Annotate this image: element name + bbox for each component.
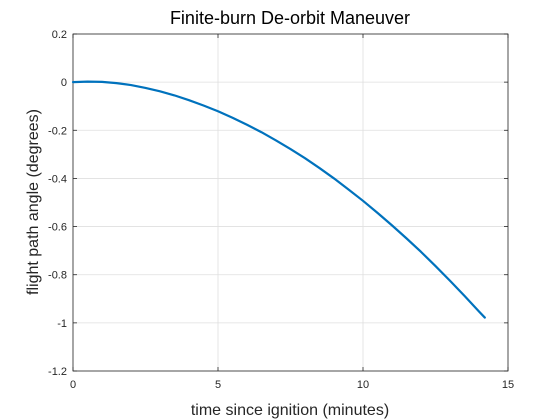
series-layer	[71, 80, 486, 319]
y-tick-label: -0.4	[48, 173, 67, 185]
chart-title: Finite-burn De-orbit Maneuver	[170, 8, 410, 28]
y-tick-label: -0.8	[48, 270, 67, 282]
y-tick-label: 0	[61, 77, 67, 89]
x-tick-label: 0	[70, 379, 76, 391]
plot-area-box	[72, 33, 509, 372]
grid-lines	[72, 33, 509, 372]
y-tick-labels: -1.2 -1 -0.8 -0.6 -0.4 -0.2 0 0.2	[48, 29, 67, 378]
y-tick-label: -1.2	[48, 366, 67, 378]
y-tick-label: 0.2	[52, 29, 67, 41]
axis-ticks	[72, 33, 509, 372]
y-tick-label: -1	[57, 318, 67, 330]
x-tick-label: 15	[502, 379, 514, 391]
x-tick-labels: 0 5 10 15	[70, 379, 514, 391]
y-tick-label: -0.6	[48, 222, 67, 234]
x-axis-label: time since ignition (minutes)	[191, 402, 389, 419]
x-tick-label: 10	[357, 379, 369, 391]
series-line-0	[71, 80, 486, 319]
y-axis-label: flight path angle (degrees)	[25, 109, 42, 295]
x-tick-label: 5	[215, 379, 221, 391]
y-tick-label: -0.2	[48, 125, 67, 137]
